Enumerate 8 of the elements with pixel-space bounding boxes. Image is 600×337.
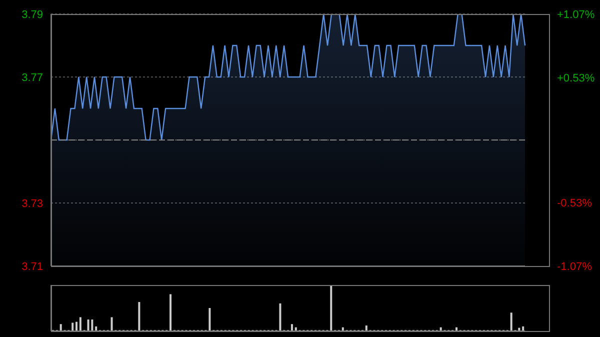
- y2-tick-label: -0.53%: [557, 197, 592, 210]
- y2-tick-label: -1.07%: [557, 261, 592, 273]
- y-tick-label: 3.79: [22, 9, 43, 21]
- y2-tick-label: +0.53%: [557, 72, 595, 85]
- y-tick-label: 3.71: [22, 261, 43, 273]
- y2-tick-label: +1.07%: [557, 9, 595, 21]
- y-tick-label: 3.73: [22, 198, 43, 210]
- y-tick-label: 3.77: [22, 72, 43, 84]
